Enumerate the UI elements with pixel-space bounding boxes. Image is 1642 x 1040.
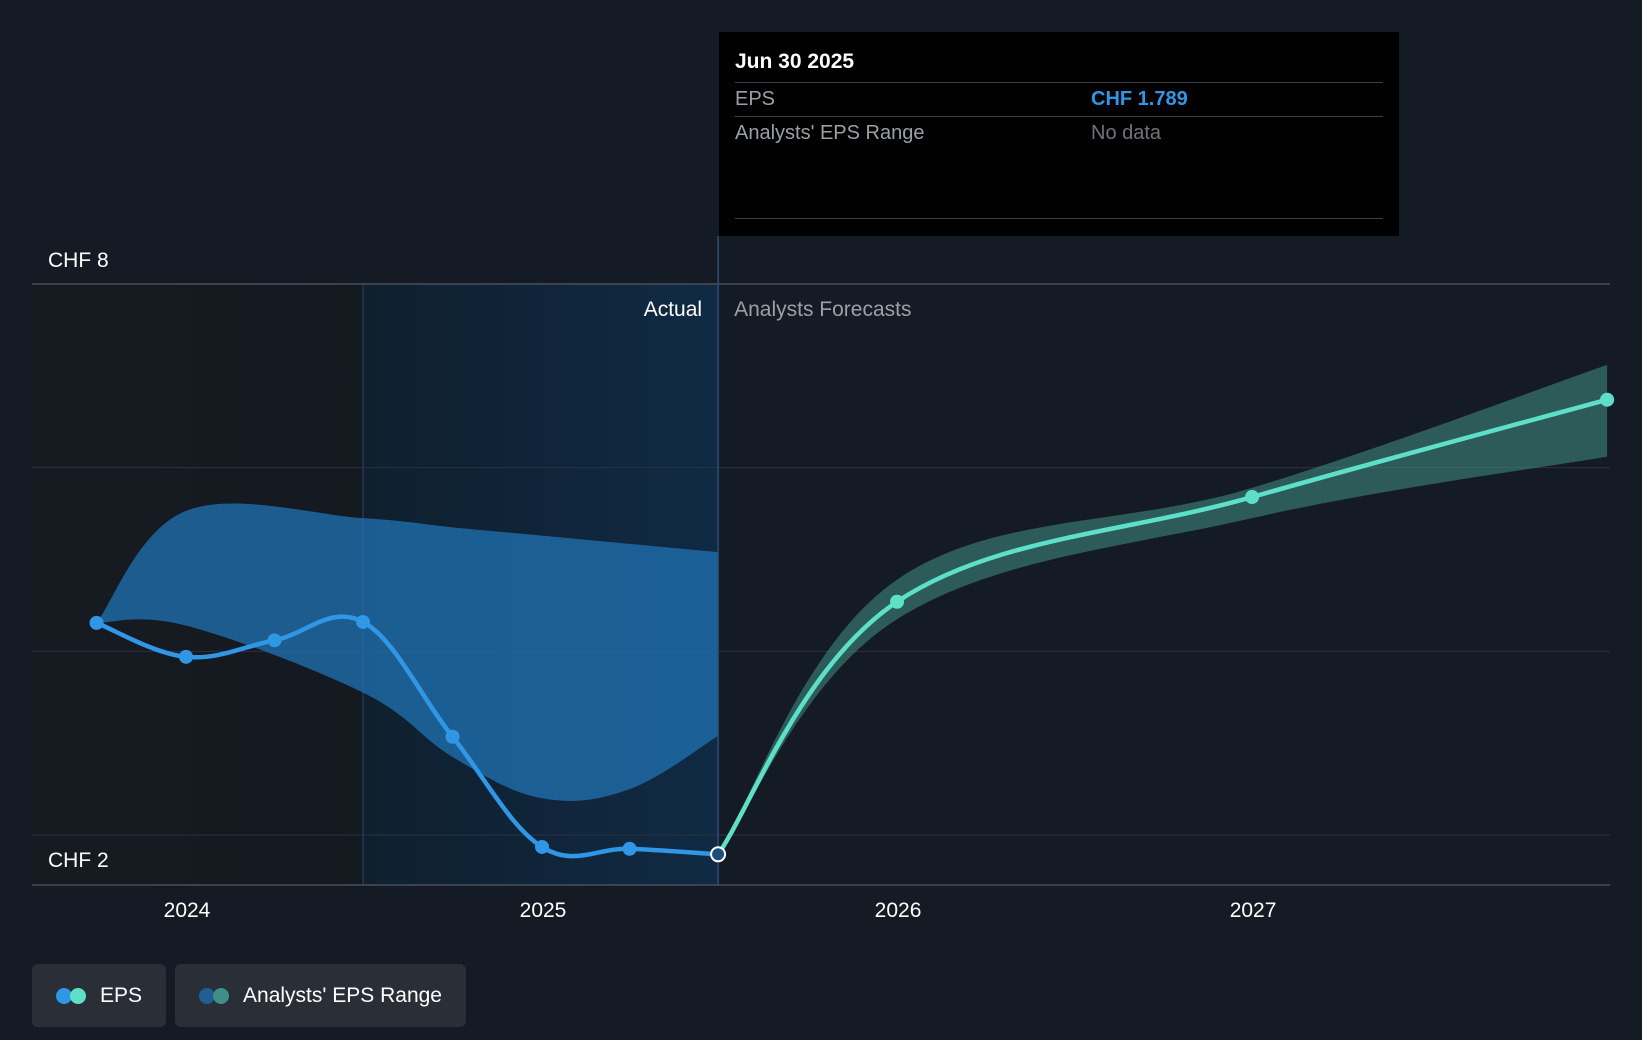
tooltip-eps-label: EPS — [735, 88, 776, 110]
eps-actual-point — [535, 839, 550, 854]
eps-forecast-line — [715, 397, 1610, 857]
y-axis-label-top: CHF 8 — [48, 249, 109, 272]
legend-range-label: Analysts' EPS Range — [243, 983, 442, 1007]
tooltip-range-value: No data — [1091, 122, 1162, 144]
x-tick-label: 2026 — [875, 899, 922, 922]
legend-eps-swatch — [56, 987, 86, 1004]
x-tick-label: 2027 — [1230, 899, 1277, 922]
tooltip-range-label: Analysts' EPS Range — [735, 122, 925, 144]
eps-highlight-point — [710, 846, 727, 863]
eps-actual-point — [622, 841, 637, 856]
legend-item-eps[interactable]: EPS — [32, 964, 167, 1027]
tooltip-eps-value: CHF 1.789 — [1091, 88, 1188, 110]
actual-region-label: Actual — [644, 298, 702, 321]
eps-actual-point — [179, 649, 194, 664]
eps-actual-point — [89, 615, 104, 630]
eps-actual-point — [267, 633, 282, 648]
tooltip-date: Jun 30 2025 — [735, 50, 855, 73]
legend: EPS Analysts' EPS Range — [32, 964, 466, 1027]
legend-eps-label: EPS — [100, 983, 143, 1007]
tooltip-row-eps: EPS CHF 1.789 — [735, 82, 1383, 116]
eps-forecast-point — [1600, 392, 1615, 407]
eps-range-actual-area — [96, 503, 719, 801]
eps-forecast-point — [890, 594, 905, 609]
forecast-region-label: Analysts Forecasts — [734, 298, 911, 321]
eps-forecast-point — [1245, 490, 1260, 505]
x-tick-label: 2025 — [520, 899, 567, 922]
tooltip-divider — [735, 218, 1383, 219]
y-axis-label-bottom: CHF 2 — [48, 849, 109, 872]
x-tick-label: 2024 — [164, 899, 211, 922]
eps-actual-line — [94, 614, 721, 859]
eps-range-forecast-area — [718, 364, 1608, 855]
tooltip-row-range: Analysts' EPS Range No data — [735, 116, 1383, 150]
legend-item-eps-range[interactable]: Analysts' EPS Range — [175, 964, 466, 1027]
tooltip: Jun 30 2025 EPS CHF 1.789 Analysts' EPS … — [719, 32, 1399, 236]
legend-range-swatch — [199, 987, 230, 1004]
eps-actual-point — [356, 614, 371, 629]
eps-actual-point — [445, 729, 460, 744]
